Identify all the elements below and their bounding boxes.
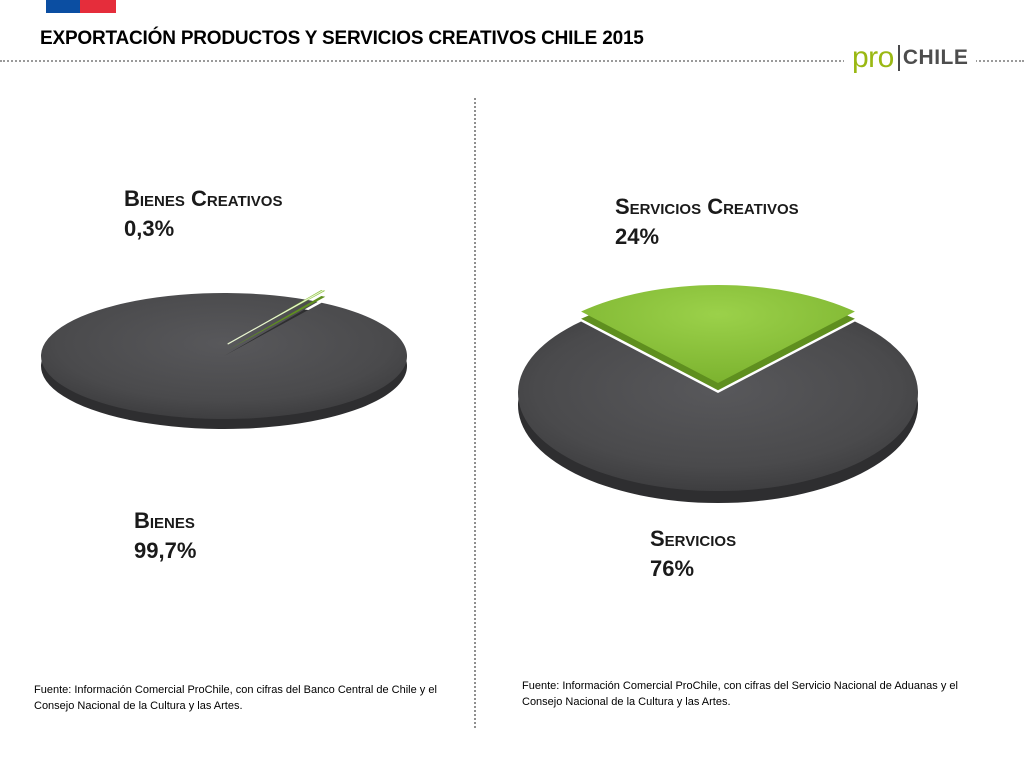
slice-servicios-creativos <box>581 284 855 383</box>
logo-pro-text: pro <box>852 41 894 74</box>
slide-title: EXPORTACIÓN PRODUCTOS Y SERVICIOS CREATI… <box>40 28 644 49</box>
slice-bienes <box>40 292 407 419</box>
slice-highlight-line <box>227 289 324 345</box>
flag-red-stripe <box>80 0 116 13</box>
header-divider <box>0 60 1024 62</box>
prochile-logo: pro CHILE <box>844 40 977 76</box>
label-bienes-creativos-name: Bienes Creativos <box>124 186 283 211</box>
label-servicios-value: 76% <box>650 556 695 581</box>
label-bienes-creativos-value: 0,3% <box>124 216 175 241</box>
label-bienes-value: 99,7% <box>134 538 197 563</box>
label-bienes-name: Bienes <box>134 508 195 533</box>
label-servicios-creativos-value: 24% <box>615 224 660 249</box>
chile-flag-logo <box>46 0 116 13</box>
pie-chart-bienes <box>40 289 408 430</box>
source-note-servicios: Fuente: Información Comercial ProChile, … <box>522 680 958 708</box>
pie-chart-servicios <box>518 284 918 503</box>
logo-chile-text: CHILE <box>902 46 969 69</box>
label-servicios-creativos-name: Servicios Creativos <box>615 194 799 219</box>
logo-separator <box>897 45 900 71</box>
label-bienes-creativos: Bienes Creativos 0,3% <box>124 184 282 244</box>
source-note-bienes: Fuente: Información Comercial ProChile, … <box>34 684 437 712</box>
label-bienes: Bienes 99,7% <box>134 506 196 566</box>
flag-blue-stripe <box>46 0 80 13</box>
label-servicios: Servicios 76% <box>650 524 736 584</box>
label-servicios-creativos: Servicios Creativos 24% <box>615 192 799 252</box>
slice-servicios <box>518 321 918 491</box>
vertical-divider <box>474 98 476 728</box>
label-servicios-name: Servicios <box>650 526 737 551</box>
slice-side-bienes-creativos <box>227 295 326 351</box>
